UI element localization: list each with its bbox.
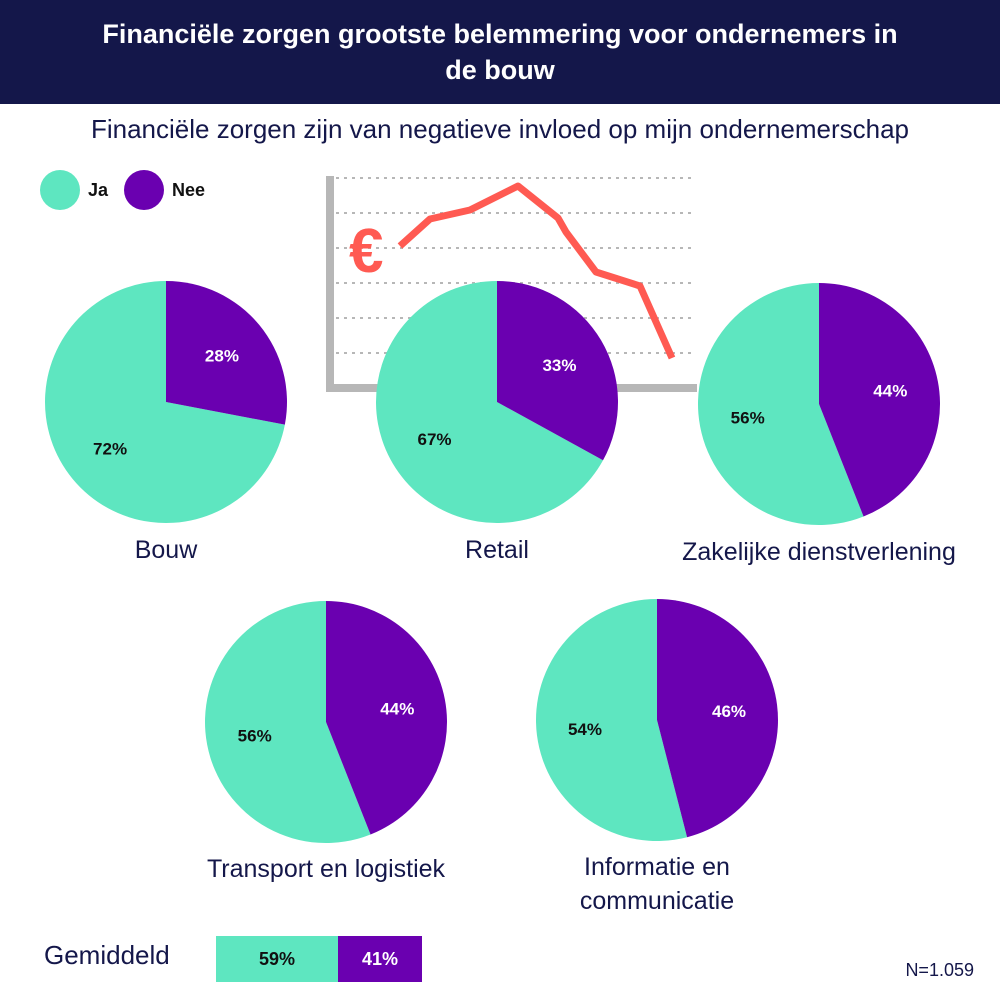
pie-label-ja: 72% bbox=[93, 439, 127, 458]
pie-category-label: Zakelijke dienstverlening bbox=[682, 538, 956, 566]
pie-svg: 46% 54% bbox=[535, 599, 778, 841]
pie-label-nee: 28% bbox=[205, 347, 239, 366]
pie-4: 44% 56% bbox=[203, 599, 449, 845]
pie-category-label: Bouw bbox=[134, 536, 198, 564]
pie-slice-nee bbox=[166, 281, 287, 425]
pie-slice-ja bbox=[698, 283, 864, 525]
pie-label-ja: 67% bbox=[417, 430, 451, 449]
pie-label-nee: 46% bbox=[712, 702, 746, 721]
pie-5: 46% 54% bbox=[534, 597, 780, 843]
legend-swatch-ja bbox=[40, 170, 80, 210]
legend-swatch-nee bbox=[124, 170, 165, 210]
chart-subtitle: Financiële zorgen zijn van negatieve inv… bbox=[90, 114, 910, 144]
pie-slice-ja bbox=[375, 281, 604, 523]
pie-slice-nee bbox=[326, 601, 447, 835]
pie-slice-nee bbox=[657, 599, 778, 838]
pie-slice-nee bbox=[819, 283, 940, 517]
pie-svg: 28% 72% bbox=[44, 281, 287, 523]
pie-slice-ja bbox=[44, 281, 285, 523]
average-bar-ja: 59% bbox=[216, 936, 338, 982]
pie-svg: 44% 56% bbox=[205, 601, 447, 843]
pie-label-ja: 54% bbox=[568, 720, 602, 739]
pie-1: 28% 72% bbox=[43, 279, 289, 525]
pie-slice-nee bbox=[497, 281, 618, 461]
euro-symbol: € bbox=[349, 217, 383, 286]
legend-label-ja: Ja bbox=[88, 179, 109, 200]
average-label: Gemiddeld bbox=[44, 940, 170, 970]
pie-label-ja: 56% bbox=[238, 727, 272, 746]
pie-category-label: Informatie en communicatie bbox=[579, 853, 735, 915]
pie-svg: 44% 56% bbox=[698, 283, 940, 525]
sample-size: N=1.059 bbox=[905, 960, 974, 980]
pie-label-nee: 33% bbox=[542, 356, 576, 375]
pie-label-nee: 44% bbox=[873, 381, 907, 400]
average-bar-nee: 41% bbox=[338, 936, 422, 982]
title-banner: Financiële zorgen grootste belemmering v… bbox=[0, 0, 1000, 104]
pie-slice-ja bbox=[535, 599, 688, 841]
pie-3: 44% 56% bbox=[696, 281, 942, 527]
pie-2: 33% 67% bbox=[374, 279, 620, 525]
pie-label-ja: 56% bbox=[731, 409, 765, 428]
legend-label-nee: Nee bbox=[172, 179, 206, 200]
pie-category-label: Retail bbox=[465, 536, 529, 564]
pie-category-label: Transport en logistiek bbox=[206, 855, 446, 883]
legend: Ja Nee bbox=[40, 170, 221, 210]
pie-label-nee: 44% bbox=[380, 699, 414, 718]
pie-svg: 33% 67% bbox=[375, 281, 618, 523]
average-bar: 59% 41% bbox=[216, 936, 422, 982]
chart-title: Financiële zorgen grootste belemmering v… bbox=[102, 19, 898, 85]
pie-slice-ja bbox=[205, 601, 371, 843]
trend-line bbox=[397, 182, 676, 360]
